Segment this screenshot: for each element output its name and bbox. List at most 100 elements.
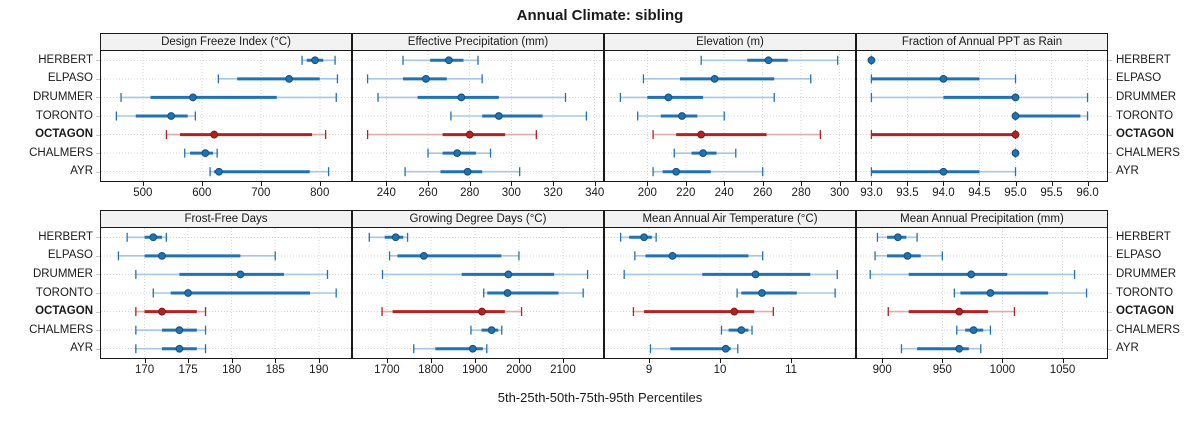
panel-strip-title: Growing Degree Days (°C) xyxy=(409,213,547,225)
series-toronto xyxy=(152,288,337,298)
median-point xyxy=(903,251,912,260)
panel-plot-area xyxy=(353,51,603,181)
y-tick-mark xyxy=(1108,274,1112,276)
median-point xyxy=(678,112,686,120)
series-chalmers xyxy=(673,148,737,158)
series-drummer xyxy=(120,92,337,102)
series-toronto xyxy=(450,111,587,121)
site-label-left-herbert: HERBERT xyxy=(38,53,93,66)
panel-strip: Mean Annual Air Temperature (°C) xyxy=(605,211,855,228)
x-tick-mark xyxy=(386,182,388,186)
site-label-right-drummer: DRUMMER xyxy=(1116,267,1177,280)
x-tick-mark xyxy=(386,359,388,363)
x-tick-label: 240 xyxy=(714,187,734,199)
series-herbert xyxy=(301,55,336,65)
x-tick-mark xyxy=(943,182,945,186)
y-tick-mark xyxy=(1108,134,1112,136)
x-tick-mark xyxy=(907,182,909,186)
x-tick-mark xyxy=(791,359,793,363)
series-elpaso xyxy=(642,74,812,84)
median-point xyxy=(640,233,648,242)
median-point xyxy=(444,56,453,65)
y-tick-mark xyxy=(96,330,100,332)
panel-band-1: Design Freeze Index (°C) 500 600 700 800 Effe… xyxy=(0,33,1200,206)
panel-plot-area xyxy=(857,228,1107,358)
series-octagon xyxy=(870,130,1020,140)
panel-plot-area xyxy=(605,51,855,181)
site-label-left-herbert: HERBERT xyxy=(38,230,93,243)
series-elpaso xyxy=(117,251,276,261)
x-tick-mark xyxy=(430,359,432,363)
series-octagon xyxy=(632,307,774,317)
series-ayr xyxy=(870,167,1017,177)
y-tick-mark xyxy=(96,237,100,239)
site-label-left-octagon: OCTAGON xyxy=(35,305,93,318)
site-label-right-elpaso: ELPASO xyxy=(1116,249,1162,262)
x-tick-label: 300 xyxy=(501,187,521,199)
median-point xyxy=(758,289,766,297)
median-point xyxy=(175,344,184,353)
median-point xyxy=(730,307,739,316)
x-tick-mark xyxy=(260,182,262,186)
y-tick-mark xyxy=(1108,311,1112,313)
series-toronto xyxy=(115,111,196,121)
x-tick-mark xyxy=(474,359,476,363)
series-drummer xyxy=(623,269,838,279)
panel-strip: Elevation (m) xyxy=(605,34,855,51)
series-drummer xyxy=(377,92,567,102)
x-tick-mark xyxy=(201,182,203,186)
series-elpaso xyxy=(388,251,520,261)
x-tick-label: 260 xyxy=(753,187,773,199)
panel-mean-annual-precipitation: Mean Annual Precipitation (mm) xyxy=(856,210,1108,359)
median-point xyxy=(391,233,400,242)
series-toronto xyxy=(637,111,725,121)
series-ayr xyxy=(652,167,764,177)
series-drummer xyxy=(870,92,1089,102)
median-point xyxy=(1011,112,1020,120)
median-point xyxy=(311,56,319,65)
median-point xyxy=(465,130,474,139)
panel-strip-title: Frost-Free Days xyxy=(184,213,268,225)
series-elpaso xyxy=(634,251,764,261)
y-tick-mark xyxy=(96,274,100,276)
series-toronto xyxy=(953,288,1088,298)
x-axis-effective-precipitation: 240 260 280 300 320 340 xyxy=(353,182,604,206)
x-axis-mean-annual-precipitation: 900 950 1000 1050 xyxy=(857,359,1107,383)
y-tick-mark xyxy=(1108,60,1112,62)
series-chalmers xyxy=(956,325,992,335)
x-tick-mark xyxy=(144,359,146,363)
x-tick-label: 200 xyxy=(637,187,657,199)
series-chalmers xyxy=(470,325,503,335)
median-point xyxy=(710,74,719,83)
y-tick-mark xyxy=(96,134,100,136)
x-tick-mark xyxy=(428,182,429,186)
site-label-left-toronto: TORONTO xyxy=(35,109,93,122)
x-axis-frost-free-days: 170 175 180 185 190 xyxy=(101,359,351,383)
series-toronto xyxy=(1011,111,1089,121)
median-point xyxy=(487,326,496,335)
series-drummer xyxy=(869,269,1076,279)
x-axis-design-freeze-index: 500 600 700 800 xyxy=(101,182,351,206)
x-tick-label: 600 xyxy=(192,187,212,199)
series-herbert xyxy=(619,232,657,242)
site-label-left-octagon: OCTAGON xyxy=(35,128,93,141)
x-tick-mark xyxy=(1051,182,1053,186)
series-octagon xyxy=(165,130,327,140)
x-tick-mark xyxy=(685,182,687,186)
series-ayr xyxy=(413,344,488,354)
x-tick-label: 93.5 xyxy=(896,187,919,199)
x-tick-label: 1050 xyxy=(1049,364,1076,376)
median-point xyxy=(764,56,773,65)
x-tick-label: 220 xyxy=(676,187,696,199)
x-tick-mark xyxy=(720,359,722,363)
y-tick-mark xyxy=(96,348,100,350)
x-tick-label: 94.0 xyxy=(932,187,955,199)
x-tick-label: 93.0 xyxy=(860,187,883,199)
site-label-left-chalmers: CHALMERS xyxy=(29,146,93,159)
median-point xyxy=(422,74,430,83)
median-point xyxy=(175,326,184,335)
x-tick-label: 94.5 xyxy=(968,187,991,199)
median-point xyxy=(468,344,477,353)
panel-strip-title: Effective Precipitation (mm) xyxy=(407,36,549,48)
series-octagon xyxy=(887,307,1016,317)
